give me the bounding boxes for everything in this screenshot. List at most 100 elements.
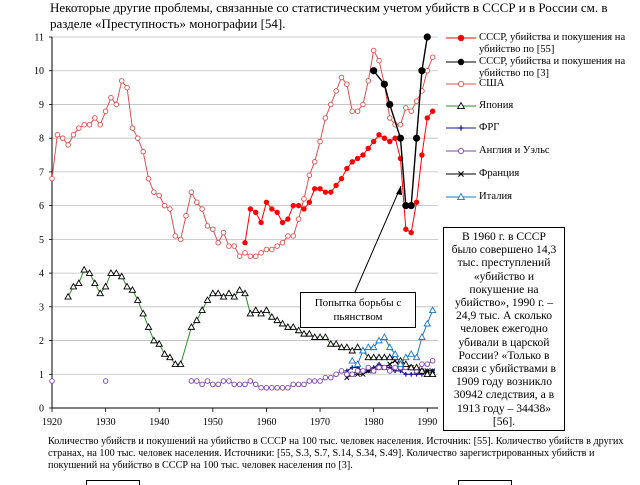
data-point (349, 108, 355, 114)
data-point (220, 378, 227, 384)
data-point (311, 186, 318, 192)
data-point (193, 378, 200, 384)
data-point (375, 336, 383, 344)
data-point (242, 250, 248, 256)
data-point (353, 343, 362, 351)
data-point (360, 101, 366, 108)
data-point (354, 368, 361, 374)
legend-label: Япония (479, 100, 514, 111)
data-point (290, 233, 297, 239)
data-point (295, 381, 302, 388)
data-point (208, 289, 217, 297)
data-point (279, 219, 286, 226)
data-point (161, 202, 168, 209)
callout-pointer (354, 185, 402, 293)
legend-marker (457, 80, 465, 88)
data-point (365, 78, 372, 84)
data-point (235, 285, 244, 293)
series-line (244, 110, 434, 243)
data-point (64, 292, 72, 300)
data-point (192, 316, 201, 324)
figure-caption: Количество убийств и покушений на убийст… (48, 436, 624, 472)
data-point (112, 269, 121, 276)
legend-marker (458, 125, 464, 131)
data-point (274, 209, 280, 216)
data-point (407, 350, 416, 357)
data-point (215, 381, 221, 388)
data-point (428, 306, 437, 313)
y-tick-label: 2 (39, 336, 44, 347)
data-point (210, 226, 216, 232)
data-point (269, 246, 275, 253)
data-point (348, 346, 357, 354)
data-point (49, 378, 55, 384)
data-point (321, 333, 330, 340)
data-point (401, 353, 410, 361)
legend-marker (457, 58, 465, 66)
data-point (306, 199, 313, 205)
data-point (353, 360, 362, 367)
data-point (269, 206, 275, 212)
data-point (295, 202, 302, 209)
data-point (387, 138, 393, 145)
data-point (267, 312, 276, 320)
data-point (54, 132, 61, 138)
data-point (284, 323, 292, 330)
data-point (364, 353, 373, 361)
legend-label: США (479, 78, 505, 89)
data-point (262, 306, 271, 313)
data-point (403, 371, 409, 377)
data-point (252, 253, 259, 259)
page-fragment-left (86, 480, 140, 485)
data-point (273, 316, 282, 324)
x-tick-label: 1930 (96, 417, 116, 428)
data-point (135, 135, 141, 141)
data-point (412, 363, 421, 371)
data-point (198, 306, 206, 313)
data-point (300, 329, 308, 337)
data-point (429, 358, 436, 364)
data-point (166, 353, 174, 361)
data-point (322, 115, 329, 121)
data-point (342, 343, 351, 351)
data-point (376, 57, 382, 64)
data-point (370, 67, 378, 75)
data-point (129, 125, 136, 131)
data-point (76, 125, 82, 131)
intro-paragraph: Некоторые другие проблемы, связанные со … (50, 0, 608, 31)
data-point (429, 108, 436, 114)
data-point (242, 240, 248, 246)
data-point (274, 243, 280, 249)
data-point (385, 353, 394, 361)
data-point (210, 381, 216, 388)
data-point (413, 98, 420, 104)
data-point (257, 309, 265, 317)
data-point (397, 121, 404, 128)
data-point (289, 323, 298, 330)
data-point (177, 236, 184, 243)
data-point (424, 115, 430, 121)
data-point (285, 216, 291, 222)
data-point (203, 296, 212, 303)
legend-label: Англия и Уэльс (479, 145, 550, 156)
data-point (144, 323, 153, 330)
data-point (322, 374, 329, 381)
data-point (199, 381, 205, 388)
data-point (80, 265, 89, 273)
x-tick-label: 1990 (417, 417, 437, 428)
data-point (370, 138, 377, 145)
legend-marker (457, 147, 465, 155)
data-point (279, 385, 286, 391)
legend-swatch (446, 125, 476, 131)
chart-series (49, 33, 437, 391)
data-point (317, 378, 323, 384)
data-point (176, 360, 185, 367)
data-point (412, 353, 421, 361)
data-point (263, 246, 270, 253)
data-point (167, 206, 173, 212)
data-point (155, 339, 164, 347)
data-point (419, 361, 425, 367)
anti-alcohol-callout: Попытка борьбы с пьянством (300, 292, 416, 328)
legend-swatch (446, 101, 476, 110)
